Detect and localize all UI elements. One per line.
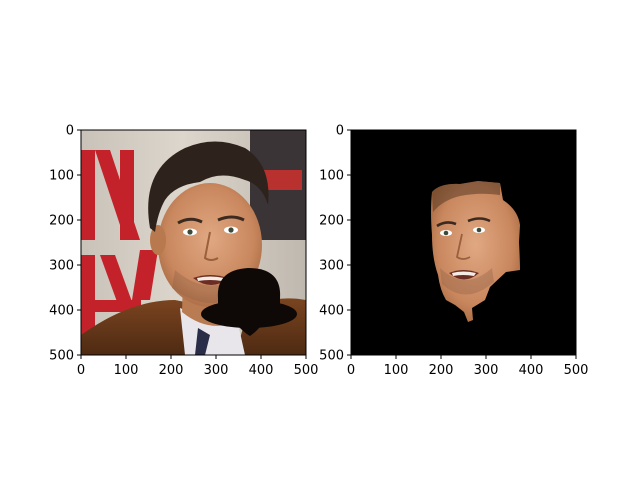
y-tick-label: 100 — [319, 169, 344, 184]
axes-frame — [350, 129, 577, 356]
y-tick-label: 100 — [49, 169, 74, 184]
y-tick-label: 500 — [49, 349, 74, 364]
y-tick-label: 200 — [49, 214, 74, 229]
x-tick-label: 500 — [294, 363, 319, 378]
background-poster — [81, 150, 158, 345]
photo — [81, 130, 306, 355]
segmented-face — [431, 181, 520, 322]
x-tick-label: 0 — [77, 363, 85, 378]
x-tick-label: 100 — [114, 363, 139, 378]
x-tick-label: 100 — [384, 363, 409, 378]
x-tick-label: 500 — [564, 363, 589, 378]
y-tick-label: 200 — [319, 214, 344, 229]
x-tick-label: 0 — [347, 363, 355, 378]
y-tick-label: 400 — [49, 304, 74, 319]
bowler-hat-icon — [201, 268, 297, 336]
x-tick-label: 400 — [519, 363, 544, 378]
y-tick-label: 0 — [336, 124, 344, 139]
y-tick-label: 400 — [319, 304, 344, 319]
x-tick-label: 300 — [204, 363, 229, 378]
y-tick-label: 300 — [319, 259, 344, 274]
x-tick-label: 200 — [429, 363, 454, 378]
y-tick-label: 300 — [49, 259, 74, 274]
x-tick-label: 300 — [474, 363, 499, 378]
axes-frame — [80, 129, 307, 356]
x-tick-label: 400 — [249, 363, 274, 378]
y-tick-label: 0 — [66, 124, 74, 139]
y-tick-label: 500 — [319, 349, 344, 364]
x-tick-label: 200 — [159, 363, 184, 378]
